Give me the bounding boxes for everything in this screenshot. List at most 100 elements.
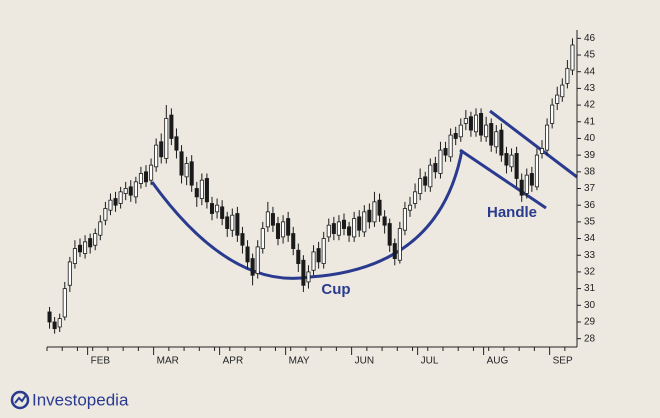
candle-body bbox=[514, 153, 519, 179]
candle-body bbox=[509, 154, 514, 168]
candle-body bbox=[453, 133, 458, 139]
candle-body bbox=[387, 223, 392, 246]
candle-body bbox=[179, 151, 184, 176]
candle-body bbox=[215, 204, 220, 213]
candle-body bbox=[164, 118, 169, 159]
candle-body bbox=[154, 144, 159, 168]
candle-body bbox=[529, 173, 534, 186]
candle-body bbox=[123, 188, 128, 194]
candle-body bbox=[565, 67, 570, 84]
y-tick-label: 30 bbox=[584, 300, 596, 311]
candle-body bbox=[499, 129, 504, 156]
candle-body bbox=[347, 226, 352, 236]
candle-body bbox=[204, 178, 209, 203]
candle-body bbox=[159, 141, 164, 158]
candle-body bbox=[138, 173, 143, 184]
candle-body bbox=[108, 199, 113, 211]
x-tick-label: APR bbox=[223, 356, 244, 367]
candle-body bbox=[47, 311, 52, 323]
candle-body bbox=[301, 259, 306, 286]
candle-body bbox=[311, 251, 316, 271]
candle-body bbox=[352, 218, 357, 238]
y-tick-label: 28 bbox=[584, 333, 596, 344]
candle-body bbox=[479, 113, 484, 136]
annotation: Cup bbox=[321, 281, 350, 298]
candle-body bbox=[433, 163, 438, 173]
candle-body bbox=[133, 181, 138, 198]
candle-body bbox=[67, 261, 72, 286]
candle-body bbox=[230, 214, 235, 231]
y-tick-label: 36 bbox=[584, 200, 596, 211]
candle-body bbox=[62, 288, 67, 318]
x-tick-label: JUL bbox=[421, 356, 439, 367]
y-tick-label: 39 bbox=[584, 150, 596, 161]
logo-icon bbox=[10, 390, 30, 410]
candle-body bbox=[72, 248, 77, 264]
x-tick-label: FEB bbox=[91, 356, 111, 367]
candle-body bbox=[103, 208, 108, 221]
y-tick-label: 41 bbox=[584, 116, 596, 127]
candle-body bbox=[413, 191, 418, 204]
candle-body bbox=[519, 179, 524, 196]
annotation: Handle bbox=[487, 204, 537, 221]
y-tick-label: 42 bbox=[584, 100, 596, 111]
candle-body bbox=[149, 164, 154, 181]
x-tick-label: JUN bbox=[355, 356, 374, 367]
candle-body bbox=[560, 84, 565, 98]
candle-body bbox=[281, 221, 286, 238]
candle-body bbox=[392, 243, 397, 259]
y-tick-label: 33 bbox=[584, 250, 596, 261]
y-tick-label: 45 bbox=[584, 50, 596, 61]
x-tick-label: AUG bbox=[487, 356, 509, 367]
y-tick-label: 38 bbox=[584, 166, 596, 177]
candle-body bbox=[382, 216, 387, 226]
candle-body bbox=[93, 233, 98, 246]
candle-body bbox=[504, 153, 509, 166]
candle-body bbox=[83, 241, 88, 254]
y-tick-label: 43 bbox=[584, 83, 596, 94]
candle-body bbox=[128, 186, 133, 196]
candle-body bbox=[245, 246, 250, 263]
candle-body bbox=[534, 154, 539, 188]
candle-body bbox=[468, 116, 473, 131]
candle-body bbox=[326, 224, 331, 238]
candle-body bbox=[143, 171, 149, 183]
candle-body bbox=[336, 221, 341, 236]
candle-body bbox=[418, 178, 423, 194]
y-tick-label: 34 bbox=[584, 233, 596, 244]
y-tick-label: 35 bbox=[584, 217, 596, 228]
candle-body bbox=[113, 198, 118, 206]
y-tick-label: 29 bbox=[584, 317, 596, 328]
candle-body bbox=[341, 219, 347, 229]
candle-body bbox=[275, 223, 281, 239]
y-tick-label: 40 bbox=[584, 133, 596, 144]
candle-body bbox=[362, 211, 367, 233]
y-tick-label: 32 bbox=[584, 267, 596, 278]
y-tick-label: 37 bbox=[584, 183, 596, 194]
candle-body bbox=[372, 201, 377, 223]
candle-body bbox=[57, 318, 62, 328]
candle-body bbox=[250, 258, 255, 276]
candle-body bbox=[331, 223, 336, 234]
handle-line bbox=[459, 148, 547, 210]
candle-body bbox=[98, 221, 103, 236]
y-tick-label: 46 bbox=[584, 33, 596, 44]
candle-body bbox=[306, 271, 311, 283]
candle-body bbox=[169, 114, 174, 139]
handle-line bbox=[489, 109, 578, 179]
candle-body bbox=[489, 123, 494, 146]
candle-body bbox=[194, 188, 199, 198]
candle-body bbox=[225, 216, 230, 229]
candle-body bbox=[402, 208, 407, 231]
candle-body bbox=[118, 191, 123, 204]
candle-body bbox=[265, 211, 270, 228]
candle-body bbox=[494, 131, 499, 148]
candle-body bbox=[539, 148, 545, 154]
candle-body bbox=[184, 163, 189, 178]
x-tick-label: MAY bbox=[289, 356, 310, 367]
candle-body bbox=[255, 246, 260, 274]
candle-body bbox=[555, 94, 560, 104]
candle-body bbox=[458, 124, 463, 138]
candle-body bbox=[397, 228, 402, 261]
